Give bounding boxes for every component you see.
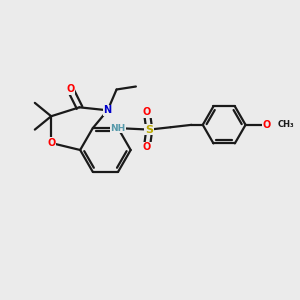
Text: O: O: [143, 142, 151, 152]
Text: N: N: [103, 105, 112, 115]
Text: O: O: [263, 120, 271, 130]
Text: O: O: [47, 138, 55, 148]
Text: O: O: [143, 107, 151, 117]
Text: S: S: [145, 124, 153, 135]
Text: CH₃: CH₃: [278, 120, 294, 129]
Text: O: O: [66, 85, 75, 94]
Text: NH: NH: [110, 124, 126, 133]
